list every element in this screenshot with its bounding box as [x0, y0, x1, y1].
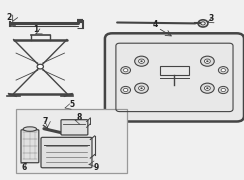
- Text: 6: 6: [22, 163, 27, 172]
- Ellipse shape: [23, 127, 37, 131]
- Text: 1: 1: [33, 25, 38, 34]
- Circle shape: [121, 86, 131, 94]
- Polygon shape: [109, 111, 240, 116]
- Circle shape: [123, 88, 128, 92]
- Text: 5: 5: [69, 100, 75, 109]
- Circle shape: [139, 59, 144, 63]
- Circle shape: [121, 67, 131, 74]
- Circle shape: [139, 86, 144, 90]
- Circle shape: [201, 56, 214, 66]
- Circle shape: [206, 60, 209, 62]
- Circle shape: [206, 87, 209, 89]
- Circle shape: [123, 69, 128, 72]
- Circle shape: [140, 60, 143, 62]
- Text: 8: 8: [77, 113, 82, 122]
- Circle shape: [135, 56, 148, 66]
- Circle shape: [140, 87, 143, 89]
- FancyBboxPatch shape: [61, 120, 88, 135]
- Circle shape: [201, 83, 214, 93]
- Circle shape: [218, 67, 228, 74]
- Circle shape: [218, 86, 228, 94]
- Circle shape: [221, 69, 225, 72]
- Text: 7: 7: [42, 117, 48, 126]
- Circle shape: [221, 88, 225, 92]
- Text: 4: 4: [152, 20, 158, 29]
- FancyBboxPatch shape: [105, 33, 244, 122]
- Text: 3: 3: [208, 14, 214, 23]
- FancyBboxPatch shape: [16, 109, 127, 173]
- Text: 2: 2: [6, 13, 11, 22]
- FancyBboxPatch shape: [21, 130, 39, 163]
- Text: 9: 9: [94, 163, 99, 172]
- Circle shape: [37, 64, 43, 69]
- Circle shape: [204, 86, 210, 90]
- FancyBboxPatch shape: [41, 137, 92, 168]
- Circle shape: [135, 83, 148, 93]
- Circle shape: [204, 59, 210, 63]
